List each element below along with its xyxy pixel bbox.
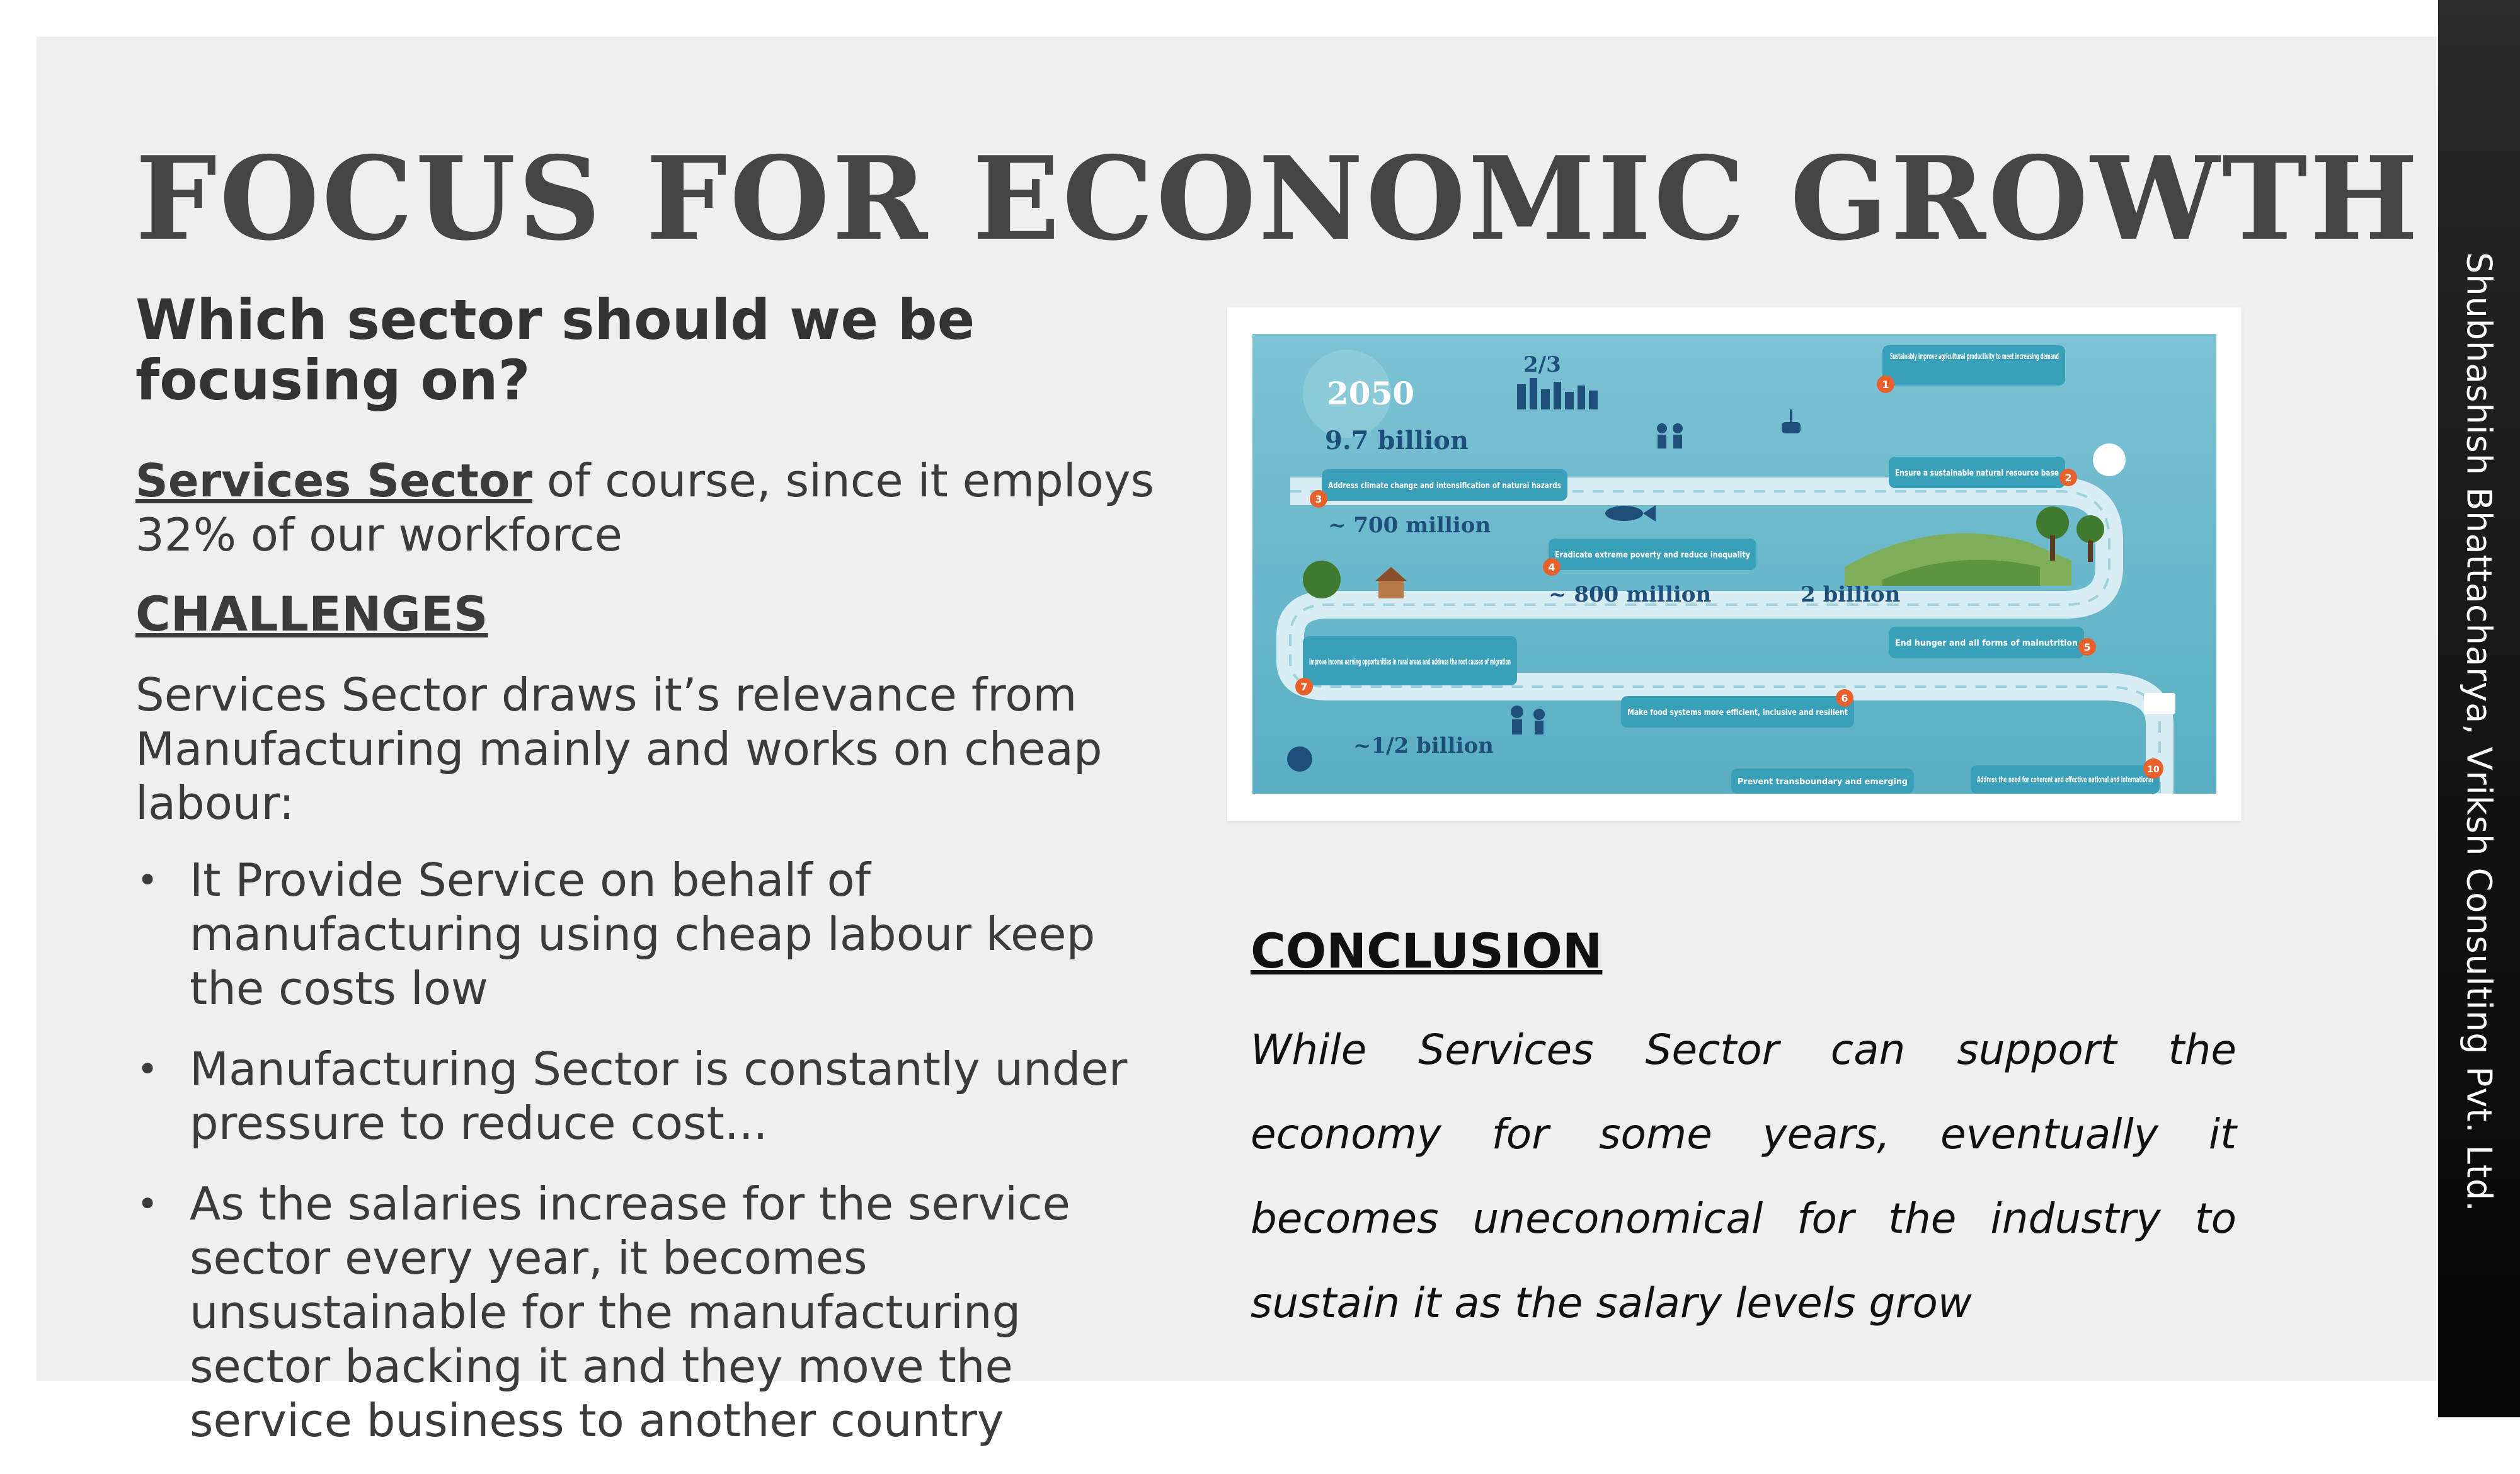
callout-text: Address climate change and intensificati… xyxy=(1328,481,1561,491)
infographic-graphic: 2050 9.7 billion 2/3 Sustainably impro xyxy=(1252,334,2216,794)
slide-title: FOCUS FOR ECONOMIC GROWTH xyxy=(135,131,2421,266)
intro-lead: Services Sector xyxy=(135,454,532,507)
globe-shape xyxy=(1303,350,1391,438)
step-badge xyxy=(2143,758,2163,779)
fraction-label: 2/3 xyxy=(1523,352,1561,377)
village-icon xyxy=(1303,561,1407,598)
callout-box xyxy=(1322,469,1567,501)
city-icon xyxy=(1517,378,1598,409)
callout-text: Ensure a sustainable natural resource ba… xyxy=(1895,469,2059,478)
callout-text: Address the need for coherent and effect… xyxy=(1977,775,2153,785)
step-number: 1 xyxy=(1882,379,1889,391)
step-badge xyxy=(1543,558,1561,576)
step-badge xyxy=(1836,689,1853,707)
step-badge xyxy=(1310,490,1327,508)
trolley-icon xyxy=(2144,693,2175,714)
step-number: 5 xyxy=(2083,641,2090,653)
list-item: It Provide Service on behalf of manufact… xyxy=(135,853,1169,1015)
step-number: 7 xyxy=(1300,681,1307,693)
callout-box xyxy=(1549,539,1756,570)
hills-shape xyxy=(1882,559,2040,586)
stat-crisis: ~1/2 billion xyxy=(1353,733,1494,758)
list-item: Manufacturing Sector is constantly under… xyxy=(135,1042,1169,1150)
callout-text: Prevent transboundary and emerging xyxy=(1738,777,1908,787)
migration-icon xyxy=(1511,706,1545,734)
callout-text: Improve income earning opportunities in … xyxy=(1309,658,1511,667)
stat-rural-poor: ~ 700 million xyxy=(1328,513,1491,538)
year-label: 2050 xyxy=(1327,375,1414,412)
callout-box xyxy=(1889,627,2084,658)
conclusion-heading: CONCLUSION xyxy=(1251,923,1603,979)
callout-text: Eradicate extreme poverty and reduce ine… xyxy=(1555,551,1750,560)
callout-text: Make food systems more efficient, inclus… xyxy=(1627,708,1848,717)
callout-box xyxy=(1621,696,1854,728)
step-badge xyxy=(2059,469,2077,486)
step-number: 2 xyxy=(2065,472,2071,484)
road-lane xyxy=(1289,490,2161,794)
step-badge xyxy=(2078,638,2096,656)
step-badge xyxy=(1877,375,1894,393)
challenges-heading: CHALLENGES xyxy=(135,586,488,642)
stat-hungry: ~ 800 million xyxy=(1549,582,1711,607)
question-heading: Which sector should we be focusing on? xyxy=(135,287,975,413)
people-icon xyxy=(1657,423,1683,448)
intro-paragraph: Services Sector of course, since it empl… xyxy=(135,454,1169,562)
step-number: 6 xyxy=(1841,692,1848,704)
fish-icon xyxy=(1605,505,1656,522)
side-bar xyxy=(2438,0,2520,1417)
step-number: 4 xyxy=(1548,561,1555,573)
left-column: Which sector should we be focusing on? S… xyxy=(135,290,1169,1474)
step-badge xyxy=(1295,678,1313,695)
callout-box xyxy=(1731,768,1914,794)
step-number: 10 xyxy=(2147,765,2160,775)
callout-box xyxy=(1971,765,2160,794)
callout-text: End hunger and all forms of malnutrition xyxy=(1895,639,2078,648)
step-number: 3 xyxy=(1315,493,1322,505)
hazard-icon xyxy=(1287,746,1312,772)
challenges-intro: Services Sector draws it’s relevance fro… xyxy=(135,668,1102,830)
wheat-icon xyxy=(1782,409,1801,433)
callout-box xyxy=(1889,457,2065,488)
challenges-list: It Provide Service on behalf of manufact… xyxy=(135,853,1169,1448)
conclusion-text: While Services Sector can support the ec… xyxy=(1251,1026,2236,1327)
callout-text: Sustainably improve agricultural product… xyxy=(1890,352,2059,362)
side-attribution: Shubhashish Bhattacharya, Vriksh Consult… xyxy=(2459,252,2499,1213)
population-label: 9.7 billion xyxy=(1325,426,1469,455)
list-item: As the salaries increase for the service… xyxy=(135,1177,1169,1448)
callout-box xyxy=(1303,636,1517,685)
stat-malnourished: 2 billion xyxy=(1801,582,1900,607)
trees-icon xyxy=(2036,506,2104,562)
intro-rest: of course, since it employs 32% of our w… xyxy=(135,454,1154,561)
infographic-image: 2050 9.7 billion 2/3 Sustainably impro xyxy=(1227,307,2242,821)
callout-box xyxy=(1882,345,2065,386)
water-icon xyxy=(2093,443,2126,476)
